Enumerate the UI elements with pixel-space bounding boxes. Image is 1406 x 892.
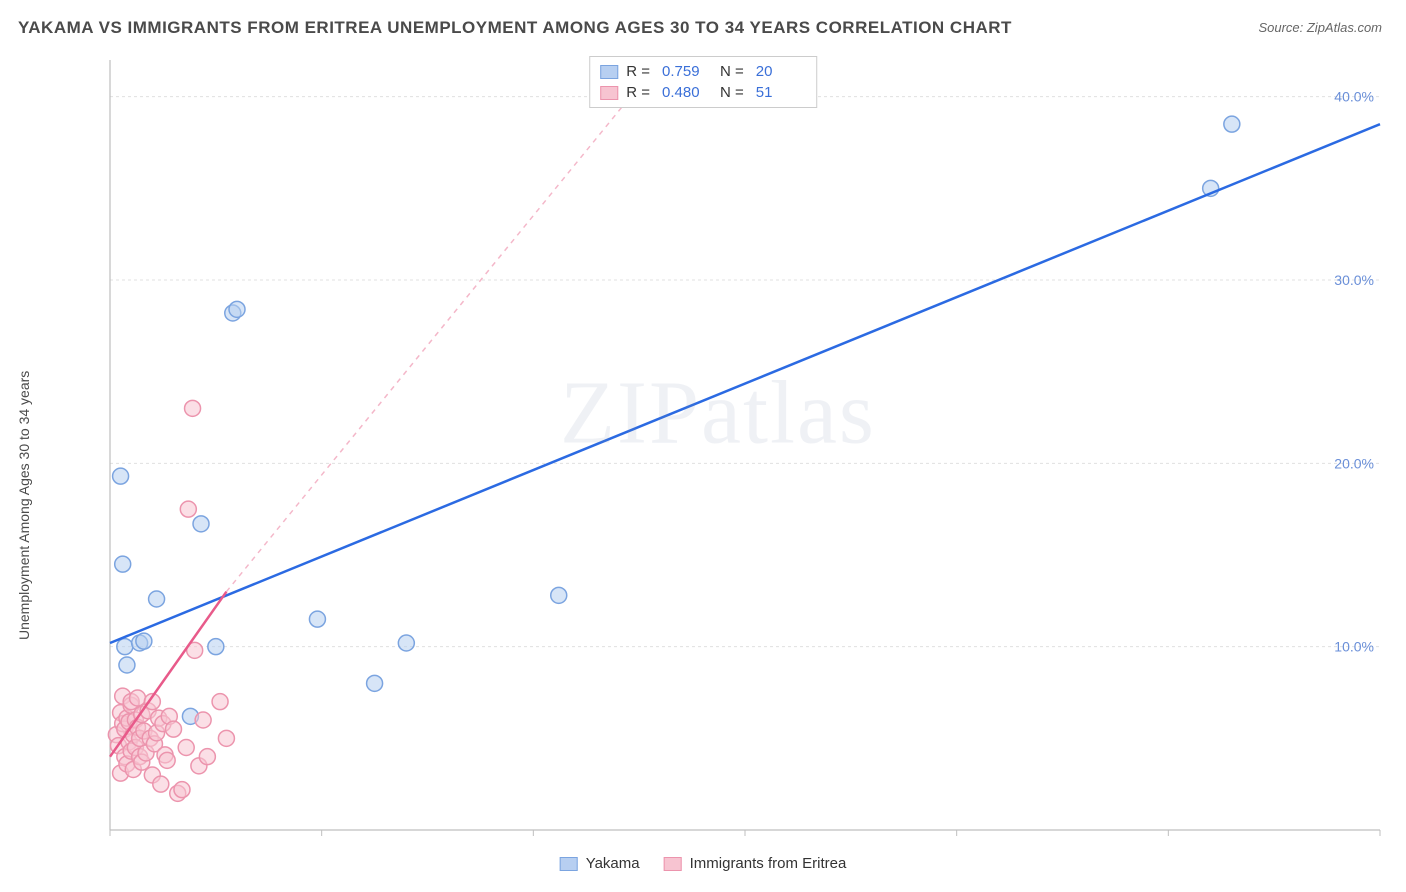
svg-text:30.0%: 30.0% <box>1334 272 1374 288</box>
r-label: R = <box>626 63 650 80</box>
n-value-yakama: 20 <box>756 63 806 80</box>
svg-text:0.0%: 0.0% <box>114 837 146 840</box>
svg-text:40.0%: 40.0% <box>1334 89 1374 105</box>
swatch-yakama <box>560 857 578 871</box>
r-value-eritrea: 0.480 <box>662 84 712 101</box>
svg-text:10.0%: 10.0% <box>1334 639 1374 655</box>
legend-item-eritrea: Immigrants from Eritrea <box>664 855 847 872</box>
page-title: YAKAMA VS IMMIGRANTS FROM ERITREA UNEMPL… <box>18 18 1012 38</box>
svg-text:60.0%: 60.0% <box>1334 837 1374 840</box>
legend-label: Yakama <box>586 855 640 872</box>
r-value-yakama: 0.759 <box>662 63 712 80</box>
stats-row-yakama: R = 0.759 N = 20 <box>600 61 806 82</box>
legend-label: Immigrants from Eritrea <box>690 855 847 872</box>
r-label: R = <box>626 84 650 101</box>
scatter-chart: 10.0% 20.0% 30.0% 40.0% 0.0% 60.0% <box>50 50 1386 840</box>
swatch-eritrea <box>664 857 682 871</box>
series-legend: Yakama Immigrants from Eritrea <box>560 855 847 872</box>
svg-text:20.0%: 20.0% <box>1334 455 1374 471</box>
n-value-eritrea: 51 <box>756 84 806 101</box>
swatch-yakama <box>600 65 618 79</box>
legend-item-yakama: Yakama <box>560 855 640 872</box>
source-attribution: Source: ZipAtlas.com <box>1258 20 1382 35</box>
stats-row-eritrea: R = 0.480 N = 51 <box>600 82 806 103</box>
n-label: N = <box>720 84 744 101</box>
stats-legend: R = 0.759 N = 20 R = 0.480 N = 51 <box>589 56 817 108</box>
chart-area: ZIPatlas 10.0%20.0%30.0%40.0%0.0%60.0% <box>50 50 1386 840</box>
n-label: N = <box>720 63 744 80</box>
y-axis-label: Unemployment Among Ages 30 to 34 years <box>16 371 32 640</box>
swatch-eritrea <box>600 86 618 100</box>
